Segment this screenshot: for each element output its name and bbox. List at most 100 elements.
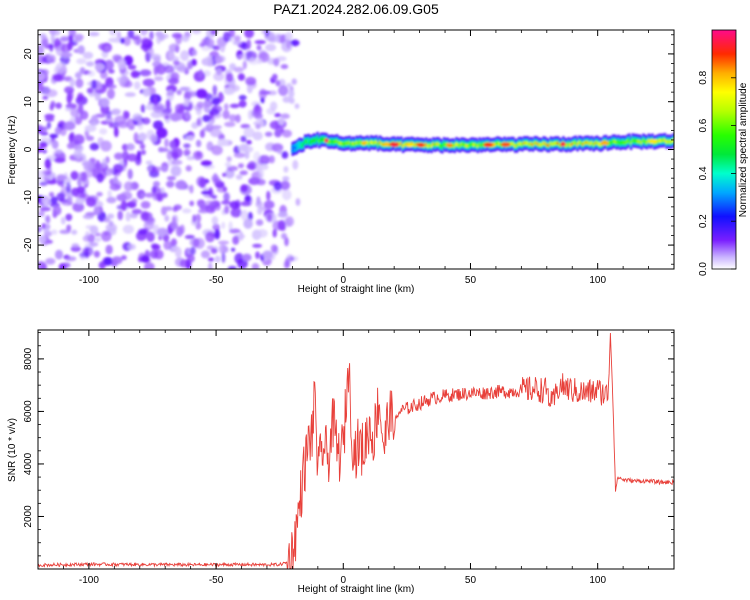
- noise-blob: [120, 200, 128, 211]
- noise-blob: [229, 200, 240, 210]
- noise-blob: [186, 135, 195, 141]
- x-tick-label: -100: [79, 275, 99, 286]
- noise-blob: [140, 104, 146, 113]
- colorbar-tick-label: 0.4: [698, 166, 709, 180]
- noise-blob: [224, 205, 230, 215]
- noise-blob: [144, 192, 154, 198]
- band-core: [414, 143, 417, 147]
- band-core: [426, 144, 430, 148]
- noise-blob: [281, 232, 287, 240]
- band-core: [658, 139, 661, 143]
- band-core: [538, 143, 542, 147]
- noise-blob: [195, 139, 202, 148]
- noise-blob: [228, 221, 233, 232]
- noise-blob: [148, 47, 154, 56]
- band-core: [498, 142, 501, 146]
- band-core: [663, 138, 667, 142]
- band-core: [300, 144, 303, 147]
- noise-blob: [237, 54, 247, 59]
- x-tick-label: 50: [465, 575, 477, 586]
- band-core: [542, 141, 546, 145]
- noise-blob: [101, 158, 108, 168]
- noise-blob: [238, 94, 247, 101]
- noise-blob: [54, 249, 64, 260]
- noise-blob: [93, 250, 100, 258]
- noise-blob: [277, 117, 285, 126]
- noise-blob: [242, 60, 247, 70]
- noise-blob: [275, 80, 281, 87]
- y-tick-label: 0: [23, 146, 34, 152]
- noise-blob: [208, 108, 220, 116]
- noise-blob: [44, 158, 52, 170]
- noise-blob: [138, 132, 147, 142]
- noise-blob: [273, 181, 282, 191]
- band-hotspot: [446, 143, 453, 148]
- band-core: [464, 143, 467, 147]
- noise-blob: [45, 89, 58, 98]
- band-core: [530, 142, 533, 146]
- band-core: [366, 141, 369, 144]
- noise-blob: [222, 172, 227, 177]
- band-core: [460, 142, 464, 146]
- band-core: [519, 142, 522, 146]
- noise-blob: [142, 78, 155, 87]
- noise-blob: [72, 202, 85, 213]
- noise-blob: [97, 137, 104, 146]
- noise-blob: [69, 117, 76, 123]
- noise-blob: [234, 253, 244, 264]
- noise-blob: [96, 173, 104, 183]
- band-core: [428, 143, 432, 147]
- band-core: [667, 140, 670, 143]
- band-core: [661, 139, 665, 142]
- noise-blob: [246, 84, 253, 94]
- band-hotspot: [483, 142, 494, 147]
- noise-blob: [107, 84, 117, 89]
- noise-blob: [137, 120, 144, 131]
- band-core: [476, 144, 480, 148]
- noise-blob: [233, 152, 246, 158]
- noise-blob: [217, 240, 230, 245]
- noise-blob: [75, 198, 85, 205]
- noise-blob: [262, 155, 270, 163]
- band-core: [425, 143, 428, 146]
- y-tick-label: 10: [23, 96, 34, 108]
- noise-blob: [176, 89, 182, 96]
- noise-blob: [196, 118, 201, 126]
- noise-blob: [171, 147, 183, 159]
- noise-blob: [252, 110, 262, 117]
- noise-blob: [100, 230, 112, 242]
- noise-blob: [274, 113, 281, 118]
- x-tick-label: 0: [340, 575, 346, 586]
- band-hotspot: [390, 142, 400, 147]
- noise-blob: [265, 43, 277, 52]
- noise-blob: [53, 37, 61, 48]
- noise-blob: [39, 181, 48, 186]
- band-core: [670, 140, 674, 143]
- noise-blob: [255, 200, 263, 208]
- noise-blob: [156, 187, 161, 193]
- noise-blob: [127, 168, 133, 180]
- band-core: [321, 138, 325, 141]
- noise-blob: [255, 123, 261, 130]
- band-core: [371, 141, 375, 145]
- band-core: [613, 140, 617, 143]
- noise-blob: [255, 251, 260, 259]
- colorbar-tick-label: 0.8: [698, 70, 709, 84]
- noise-blob: [71, 229, 78, 235]
- band-core: [455, 142, 458, 146]
- band-core: [435, 142, 439, 146]
- band-core: [350, 143, 353, 146]
- band-core: [469, 143, 473, 147]
- snr-series-line: [38, 332, 674, 569]
- noise-blob: [131, 208, 143, 215]
- noise-blob: [164, 206, 173, 212]
- noise-blob: [252, 52, 257, 59]
- noise-blob: [114, 152, 124, 160]
- band-core: [376, 143, 380, 146]
- noise-blob: [70, 170, 79, 181]
- noise-blob: [272, 228, 277, 238]
- noise-blob: [223, 87, 235, 95]
- noise-blob: [195, 88, 208, 99]
- noise-blob: [95, 159, 101, 170]
